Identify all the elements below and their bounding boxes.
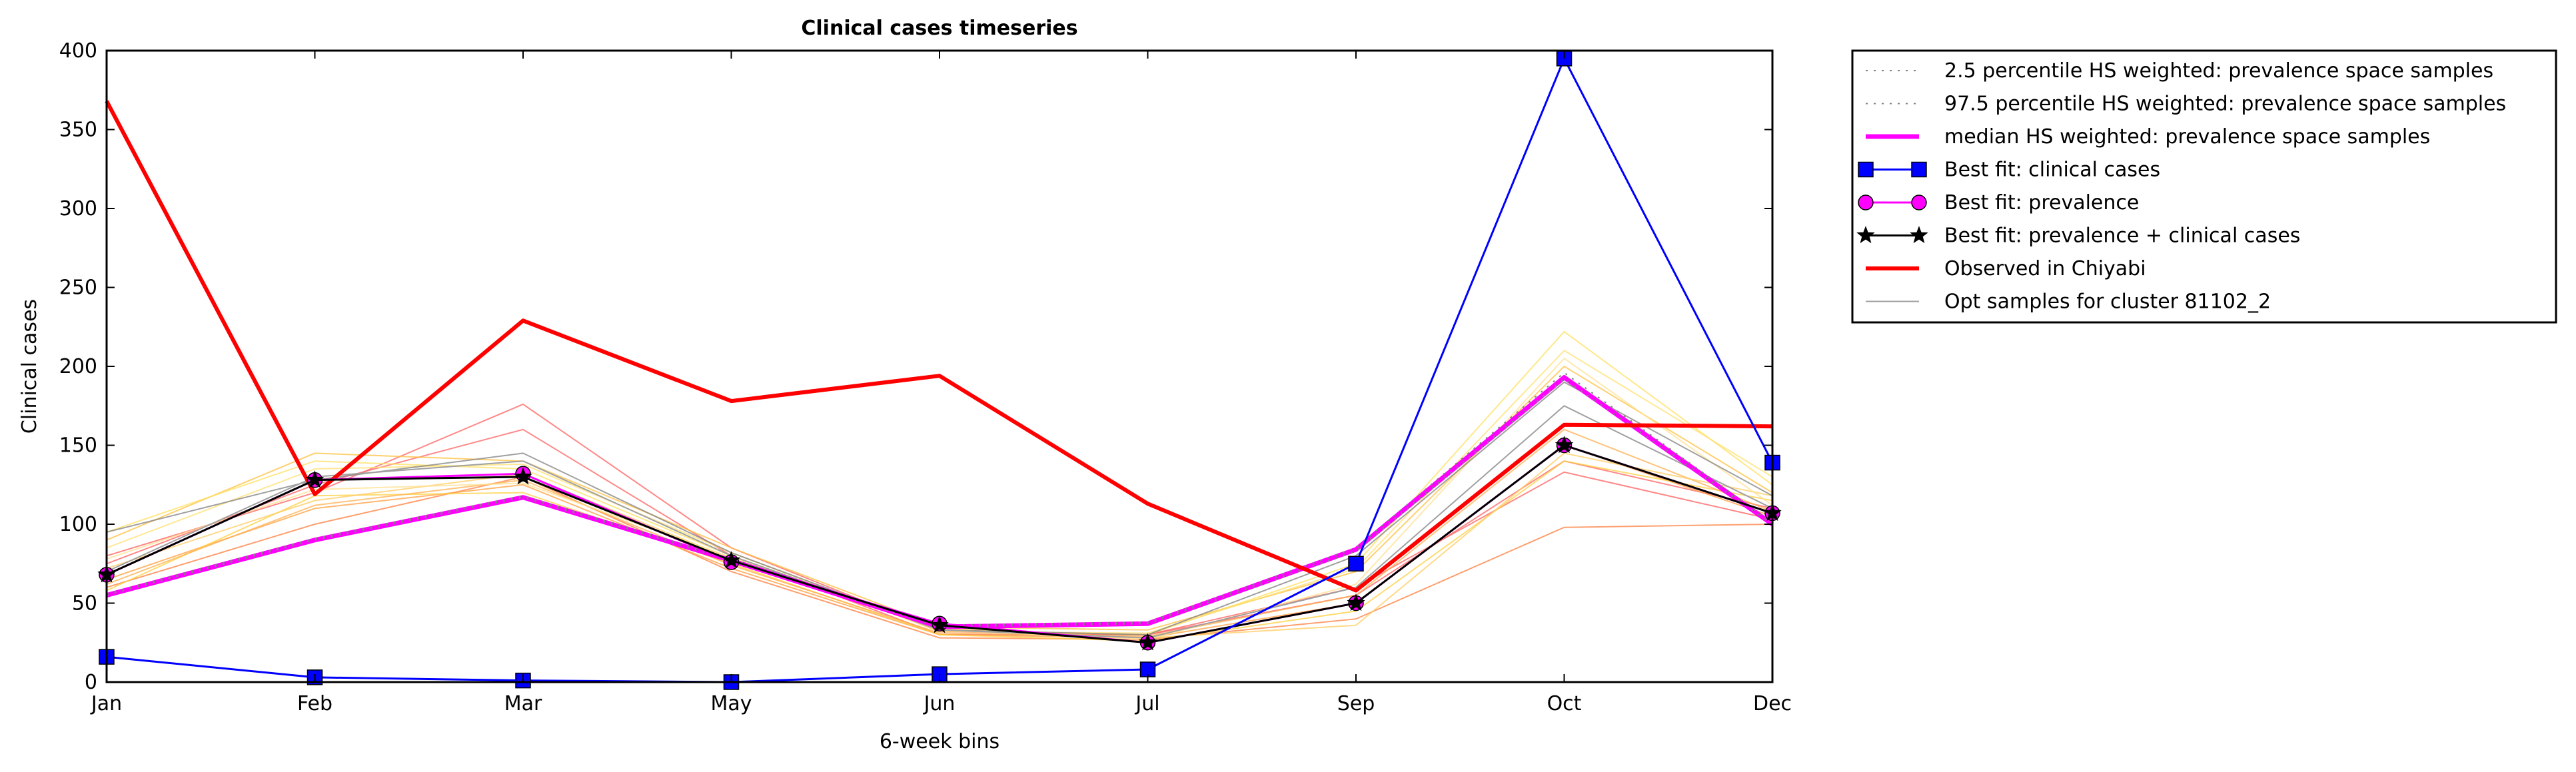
y-tick-label: 150: [59, 434, 97, 458]
legend-marker-4: [1858, 161, 1874, 178]
y-tick-label: 250: [59, 276, 97, 300]
sample-line-3: [106, 476, 1773, 641]
legend-label-1: 2.5 percentile HS weighted: prevalence s…: [1944, 59, 2493, 83]
x-tick-label: Feb: [297, 692, 332, 715]
y-tick-label: 350: [59, 119, 97, 142]
legend-label-3: median HS weighted: prevalence space sam…: [1944, 125, 2430, 149]
legend-marker-6: [1910, 226, 1928, 244]
sample-line-1: [106, 403, 1773, 635]
legend-label-5: Best fit: prevalence: [1944, 191, 2139, 214]
sample-line-11: [106, 357, 1773, 641]
x-tick-label: Oct: [1547, 692, 1582, 715]
y-tick-label: 100: [59, 513, 97, 536]
y-tick-label: 0: [85, 671, 97, 694]
series-line-4: [106, 57, 1774, 683]
y-axis-ticks: 0 50 100 150 200 250 300 350 400: [59, 39, 1772, 694]
legend-label-6: Best fit: prevalence + clinical cases: [1944, 224, 2300, 248]
series-line-7: [105, 100, 1773, 593]
x-tick-label: Jun: [923, 692, 956, 715]
legend-label-8: Opt samples for cluster 81102_2: [1944, 290, 2271, 314]
legend-box: [1851, 49, 2557, 324]
legend-marker-5: [1911, 194, 1927, 210]
series-lines: [97, 51, 1782, 690]
y-tick-label: 400: [59, 39, 97, 63]
series-line-8: [106, 405, 1773, 639]
series-line-3: [106, 375, 1774, 629]
y-tick-label: 50: [72, 592, 97, 615]
x-tick-label: Mar: [504, 692, 542, 715]
series-6-point: [305, 470, 324, 488]
x-axis-label: 6-week bins: [880, 730, 999, 753]
chart-title: Clinical cases timeseries: [801, 17, 1077, 40]
legend-label-4: Best fit: clinical cases: [1944, 159, 2160, 182]
series-6-point: [1347, 593, 1365, 611]
sample-line-5: [106, 365, 1773, 631]
x-tick-label: Sep: [1337, 692, 1375, 715]
y-axis-label: Clinical cases: [18, 299, 41, 434]
y-tick-label: 300: [59, 197, 97, 220]
legend-label-7: Observed in Chiyabi: [1944, 257, 2146, 280]
legend: 2.5 percentile HS weighted: prevalence s…: [1851, 49, 2557, 324]
x-tick-label: Dec: [1753, 692, 1792, 715]
series-6-point: [1555, 436, 1574, 454]
x-tick-label: May: [710, 692, 752, 715]
legend-marker-4: [1911, 161, 1927, 178]
plot-frame: [105, 49, 1774, 683]
x-tick-label: Jul: [1134, 692, 1159, 715]
series-4-point: [1348, 556, 1364, 572]
x-axis-ticks: Jan Feb Mar May Jun Jul Sep Oct Dec: [90, 51, 1792, 715]
y-tick-label: 200: [59, 355, 97, 378]
sample-line-12: [106, 381, 1773, 635]
legend-label-2: 97.5 percentile HS weighted: prevalence …: [1944, 93, 2506, 116]
x-tick-label: Jan: [90, 692, 122, 715]
series-6-point: [722, 551, 741, 569]
legend-marker-6: [1856, 226, 1875, 244]
series-6-point: [930, 615, 949, 633]
sample-line-9: [106, 428, 1773, 637]
sample-line-7: [106, 350, 1773, 634]
legend-marker-5: [1858, 194, 1874, 210]
series-6-point: [1138, 633, 1157, 651]
series-6-point: [514, 467, 532, 485]
